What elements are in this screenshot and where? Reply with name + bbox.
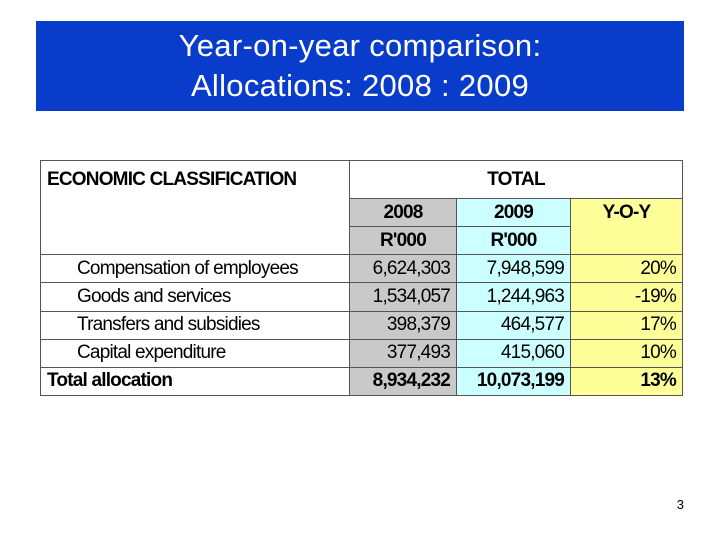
total-yoy: 13% xyxy=(569,366,684,397)
unit-2009-header: R'000 xyxy=(456,226,571,256)
classification-header: ECONOMIC CLASSIFICATION xyxy=(40,159,350,199)
value-2009: 1,244,963 xyxy=(456,282,571,312)
page-number: 3 xyxy=(676,497,684,512)
total-label: Total allocation xyxy=(40,366,350,397)
row-label: Goods and services xyxy=(40,282,350,312)
row-label: Compensation of employees xyxy=(40,254,350,284)
unit-header-row: R'000 R'000 xyxy=(40,226,683,256)
year-2008-header: 2008 xyxy=(349,198,457,228)
slide-title-bar: Year-on-year comparison: Allocations: 20… xyxy=(36,21,684,111)
yoy-header: Y-O-Y xyxy=(569,198,684,256)
year-header-row: 2008 2009 Y-O-Y xyxy=(40,198,684,256)
year-2009-header: 2009 xyxy=(456,198,571,228)
value-2009: 464,577 xyxy=(456,310,571,340)
total-2009: 10,073,199 xyxy=(456,366,571,397)
header-spacer xyxy=(40,226,350,256)
total-row: Total allocation 8,934,232 10,073,199 13… xyxy=(40,366,684,397)
table-row: Transfers and subsidies 398,379 464,577 … xyxy=(40,310,684,340)
value-2008: 6,624,303 xyxy=(349,254,457,284)
value-2009: 7,948,599 xyxy=(456,254,571,284)
value-2008: 1,534,057 xyxy=(349,282,457,312)
value-yoy: 17% xyxy=(569,310,684,340)
value-2008: 398,379 xyxy=(349,310,457,340)
value-yoy: -19% xyxy=(569,282,684,312)
slide-title-line-1: Year-on-year comparison: xyxy=(178,28,542,63)
row-label: Transfers and subsidies xyxy=(40,310,350,340)
table-row: Compensation of employees 6,624,303 7,94… xyxy=(40,254,684,284)
row-label: Capital expenditure xyxy=(40,338,350,368)
total-header: TOTAL xyxy=(348,159,684,200)
unit-2008-header: R'000 xyxy=(349,226,457,256)
value-yoy: 20% xyxy=(569,254,684,284)
table-row: Capital expenditure 377,493 415,060 10% xyxy=(40,338,684,368)
table-header-row: ECONOMIC CLASSIFICATION TOTAL xyxy=(40,159,684,200)
total-2008: 8,934,232 xyxy=(349,366,457,397)
allocations-table: ECONOMIC CLASSIFICATION TOTAL 2008 2009 … xyxy=(40,159,684,397)
header-spacer xyxy=(40,198,350,227)
value-2008: 377,493 xyxy=(349,338,457,368)
value-yoy: 10% xyxy=(569,338,684,368)
slide-title-line-2: Allocations: 2008 : 2009 xyxy=(190,68,530,103)
table-row: Goods and services 1,534,057 1,244,963 -… xyxy=(40,282,684,312)
value-2009: 415,060 xyxy=(456,338,571,368)
